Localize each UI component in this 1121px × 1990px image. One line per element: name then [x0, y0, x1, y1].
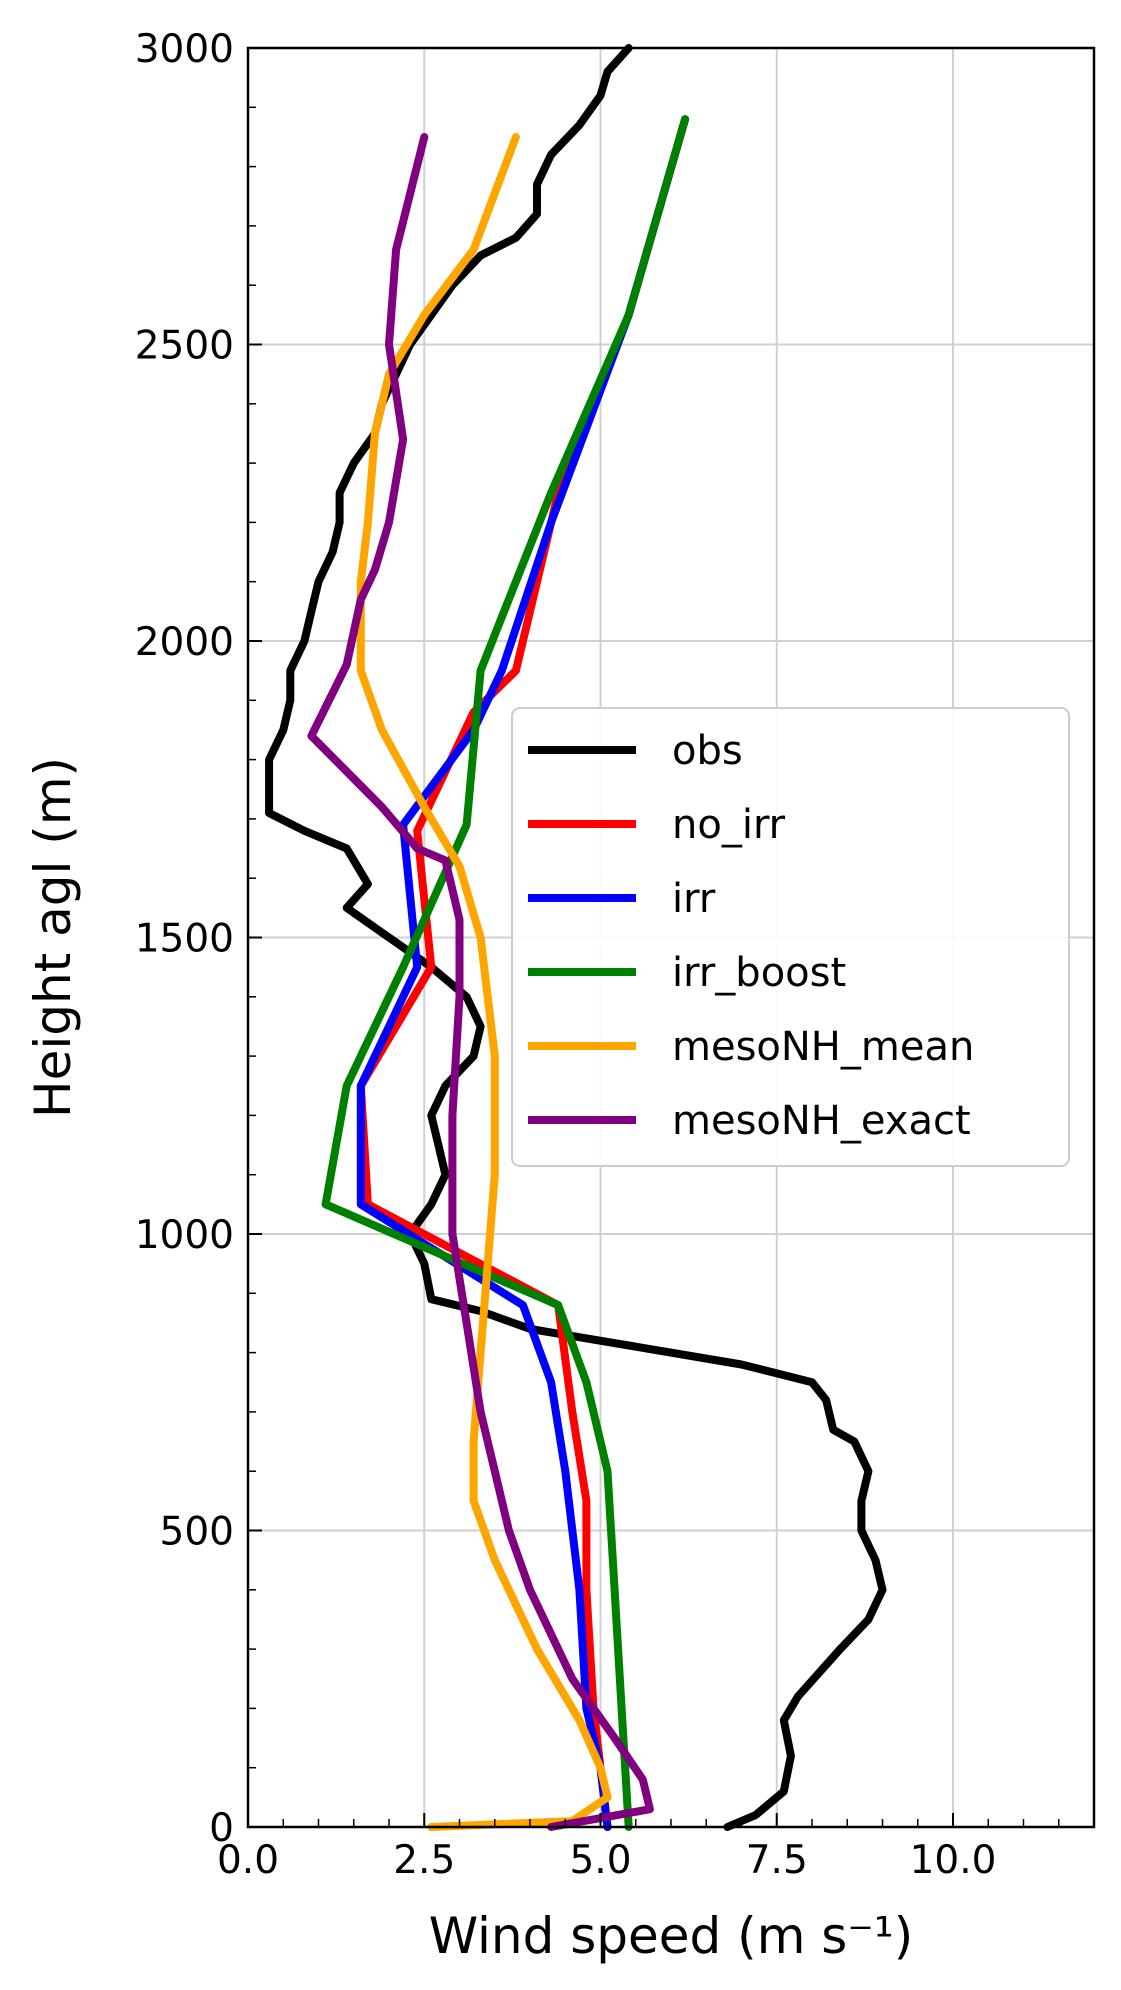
legend-label-mesoNH_mean: mesoNH_mean	[672, 1024, 974, 1070]
x-tick-label: 0.0	[217, 1838, 279, 1883]
y-tick-label: 1000	[135, 1213, 234, 1258]
series-line-mesoNH_mean	[356, 133, 612, 1831]
series-lines	[265, 44, 887, 1831]
legend-label-obs: obs	[672, 728, 743, 774]
y-tick-label: 1500	[135, 917, 234, 962]
y-tick-label: 500	[160, 1510, 234, 1555]
series-line-irr_boost	[321, 115, 690, 1831]
axis-ticks: 0.0 2.5 5.0 7.5 10.0 0 500 1000 1500 2000 2500 3000	[135, 27, 1095, 1883]
y-tick-label: 3000	[135, 27, 234, 72]
legend-label-irr_boost: irr_boost	[672, 950, 846, 996]
y-tick-label: 2000	[135, 620, 234, 665]
series-line-mesoNH_exact	[307, 133, 654, 1831]
x-tick-label: 5.0	[569, 1838, 631, 1883]
y-axis-title: Height agl (m)	[24, 757, 82, 1118]
legend-label-mesoNH_exact: mesoNH_exact	[672, 1098, 971, 1144]
x-tick-label: 2.5	[393, 1838, 455, 1883]
series-line-irr	[356, 115, 690, 1831]
legend-label-irr: irr	[672, 876, 716, 922]
x-tick-label: 7.5	[746, 1838, 808, 1883]
x-axis-title: Wind speed (m s⁻¹)	[429, 1907, 914, 1965]
y-tick-label: 2500	[135, 324, 234, 369]
y-tick-label: 0	[209, 1806, 234, 1851]
x-tick-label: 10.0	[910, 1838, 997, 1883]
legend-box	[511, 707, 1070, 1167]
legend-label-no_irr: no_irr	[672, 802, 786, 848]
